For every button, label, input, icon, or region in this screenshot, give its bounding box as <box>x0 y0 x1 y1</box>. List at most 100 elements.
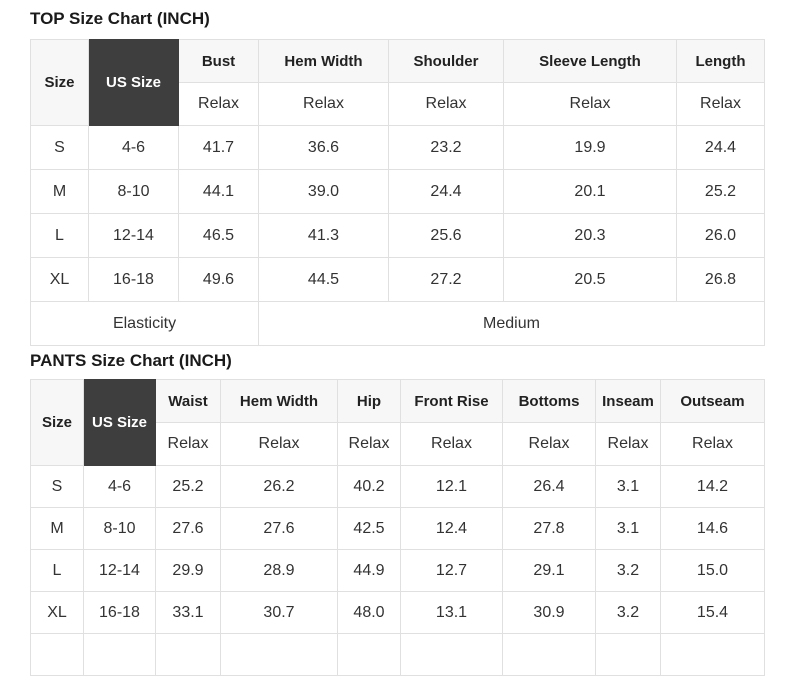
header-row: Size US Size Waist Hem Width Hip Front Rise Bo… <box>30 379 765 466</box>
measurement-cell: 39.0 <box>258 169 389 214</box>
size-cell: XL <box>30 591 84 634</box>
us-size-cell: 16-18 <box>88 257 179 302</box>
measurement-cell: 28.9 <box>220 549 338 592</box>
measurement-cell: 27.2 <box>388 257 504 302</box>
measurement-cell: 25.2 <box>676 169 765 214</box>
size-row-xl: XL 16-18 33.1 30.7 48.0 13.1 30.9 3.2 15.4 <box>30 591 765 634</box>
col-header-front-rise: Front Rise <box>400 379 503 423</box>
measurement-cell: 20.3 <box>503 213 677 258</box>
measurement-cell: 19.9 <box>503 125 677 170</box>
size-cell: L <box>30 213 89 258</box>
measurement-cell: 3.1 <box>595 507 661 550</box>
elasticity-row: Elasticity Medium <box>30 301 765 346</box>
us-size-cell: 12-14 <box>83 549 156 592</box>
measurement-cell: 29.1 <box>502 549 596 592</box>
measurement-cell: 3.2 <box>595 591 661 634</box>
size-row-m: M 8-10 44.1 39.0 24.4 20.1 25.2 <box>30 169 765 214</box>
measurement-cell: 24.4 <box>676 125 765 170</box>
measurement-cell: 13.1 <box>400 591 503 634</box>
measurement-cell: 12.1 <box>400 465 503 508</box>
measurement-cell: 26.8 <box>676 257 765 302</box>
col-header-shoulder: Shoulder <box>388 39 504 83</box>
size-cell: L <box>30 549 84 592</box>
header-row: Size US Size Bust Hem Width Shoulder Sleeve L… <box>30 39 765 126</box>
empty-cell <box>595 633 661 676</box>
measurement-cell: 30.7 <box>220 591 338 634</box>
measurement-cell: 14.2 <box>660 465 765 508</box>
size-cell: M <box>30 169 89 214</box>
elasticity-label-cell: Elasticity <box>30 301 259 346</box>
measurement-cell: 42.5 <box>337 507 401 550</box>
pants-size-table: Size US Size Waist Hem Width Hip Front Rise Bo… <box>30 379 765 676</box>
col-header-hip: Hip <box>337 379 401 423</box>
measurement-cell: 25.2 <box>155 465 221 508</box>
elasticity-value-cell: Medium <box>258 301 765 346</box>
col-header-waist: Waist <box>155 379 221 423</box>
col-header-size: Size <box>30 39 89 126</box>
subheader-relax: Relax <box>503 82 677 126</box>
us-size-cell: 8-10 <box>83 507 156 550</box>
col-header-us-size: US Size <box>83 379 156 466</box>
size-cell: S <box>30 125 89 170</box>
us-size-cell: 16-18 <box>83 591 156 634</box>
measurement-cell: 44.5 <box>258 257 389 302</box>
col-header-bust: Bust <box>178 39 259 83</box>
empty-cell <box>155 633 221 676</box>
empty-cell <box>337 633 401 676</box>
measurement-cell: 20.5 <box>503 257 677 302</box>
empty-cell <box>400 633 503 676</box>
col-header-bottoms: Bottoms <box>502 379 596 423</box>
subheader-relax: Relax <box>502 422 596 466</box>
measurement-cell: 41.7 <box>178 125 259 170</box>
subheader-relax: Relax <box>155 422 221 466</box>
col-header-length: Length <box>676 39 765 83</box>
measurement-cell: 44.1 <box>178 169 259 214</box>
subheader-relax: Relax <box>660 422 765 466</box>
size-row-l: L 12-14 46.5 41.3 25.6 20.3 26.0 <box>30 213 765 258</box>
col-header-hem-width: Hem Width <box>258 39 389 83</box>
measurement-cell: 49.6 <box>178 257 259 302</box>
col-header-us-size: US Size <box>88 39 179 126</box>
measurement-cell: 41.3 <box>258 213 389 258</box>
measurement-cell: 27.6 <box>220 507 338 550</box>
pants-size-chart-section: PANTS Size Chart (INCH) Size US Size Waist… <box>30 351 795 676</box>
clipped-partial-row <box>30 633 765 676</box>
empty-cell <box>83 633 156 676</box>
measurement-cell: 27.6 <box>155 507 221 550</box>
size-row-s: S 4-6 25.2 26.2 40.2 12.1 26.4 3.1 14.2 <box>30 465 765 508</box>
top-chart-title: TOP Size Chart (INCH) <box>30 9 210 28</box>
size-cell: XL <box>30 257 89 302</box>
measurement-cell: 26.4 <box>502 465 596 508</box>
col-header-hem-width: Hem Width <box>220 379 338 423</box>
measurement-cell: 12.4 <box>400 507 503 550</box>
col-header-outseam: Outseam <box>660 379 765 423</box>
measurement-cell: 27.8 <box>502 507 596 550</box>
measurement-cell: 29.9 <box>155 549 221 592</box>
empty-cell <box>30 633 84 676</box>
top-size-chart-section: TOP Size Chart (INCH) Size US Size Bust Hem… <box>30 9 795 346</box>
measurement-cell: 26.2 <box>220 465 338 508</box>
size-cell: S <box>30 465 84 508</box>
measurement-cell: 15.4 <box>660 591 765 634</box>
subheader-relax: Relax <box>220 422 338 466</box>
empty-cell <box>502 633 596 676</box>
measurement-cell: 25.6 <box>388 213 504 258</box>
measurement-cell: 12.7 <box>400 549 503 592</box>
measurement-cell: 46.5 <box>178 213 259 258</box>
us-size-cell: 12-14 <box>88 213 179 258</box>
measurement-cell: 3.1 <box>595 465 661 508</box>
us-size-cell: 8-10 <box>88 169 179 214</box>
us-size-cell: 4-6 <box>83 465 156 508</box>
measurement-cell: 40.2 <box>337 465 401 508</box>
empty-cell <box>220 633 338 676</box>
subheader-relax: Relax <box>400 422 503 466</box>
measurement-cell: 14.6 <box>660 507 765 550</box>
fit-subheader-row: Relax Relax Relax Relax Relax Relax Relax <box>31 422 765 466</box>
empty-cell <box>660 633 765 676</box>
pants-chart-title: PANTS Size Chart (INCH) <box>30 351 232 370</box>
subheader-relax: Relax <box>258 82 389 126</box>
subheader-relax: Relax <box>178 82 259 126</box>
measurement-cell: 15.0 <box>660 549 765 592</box>
us-size-cell: 4-6 <box>88 125 179 170</box>
